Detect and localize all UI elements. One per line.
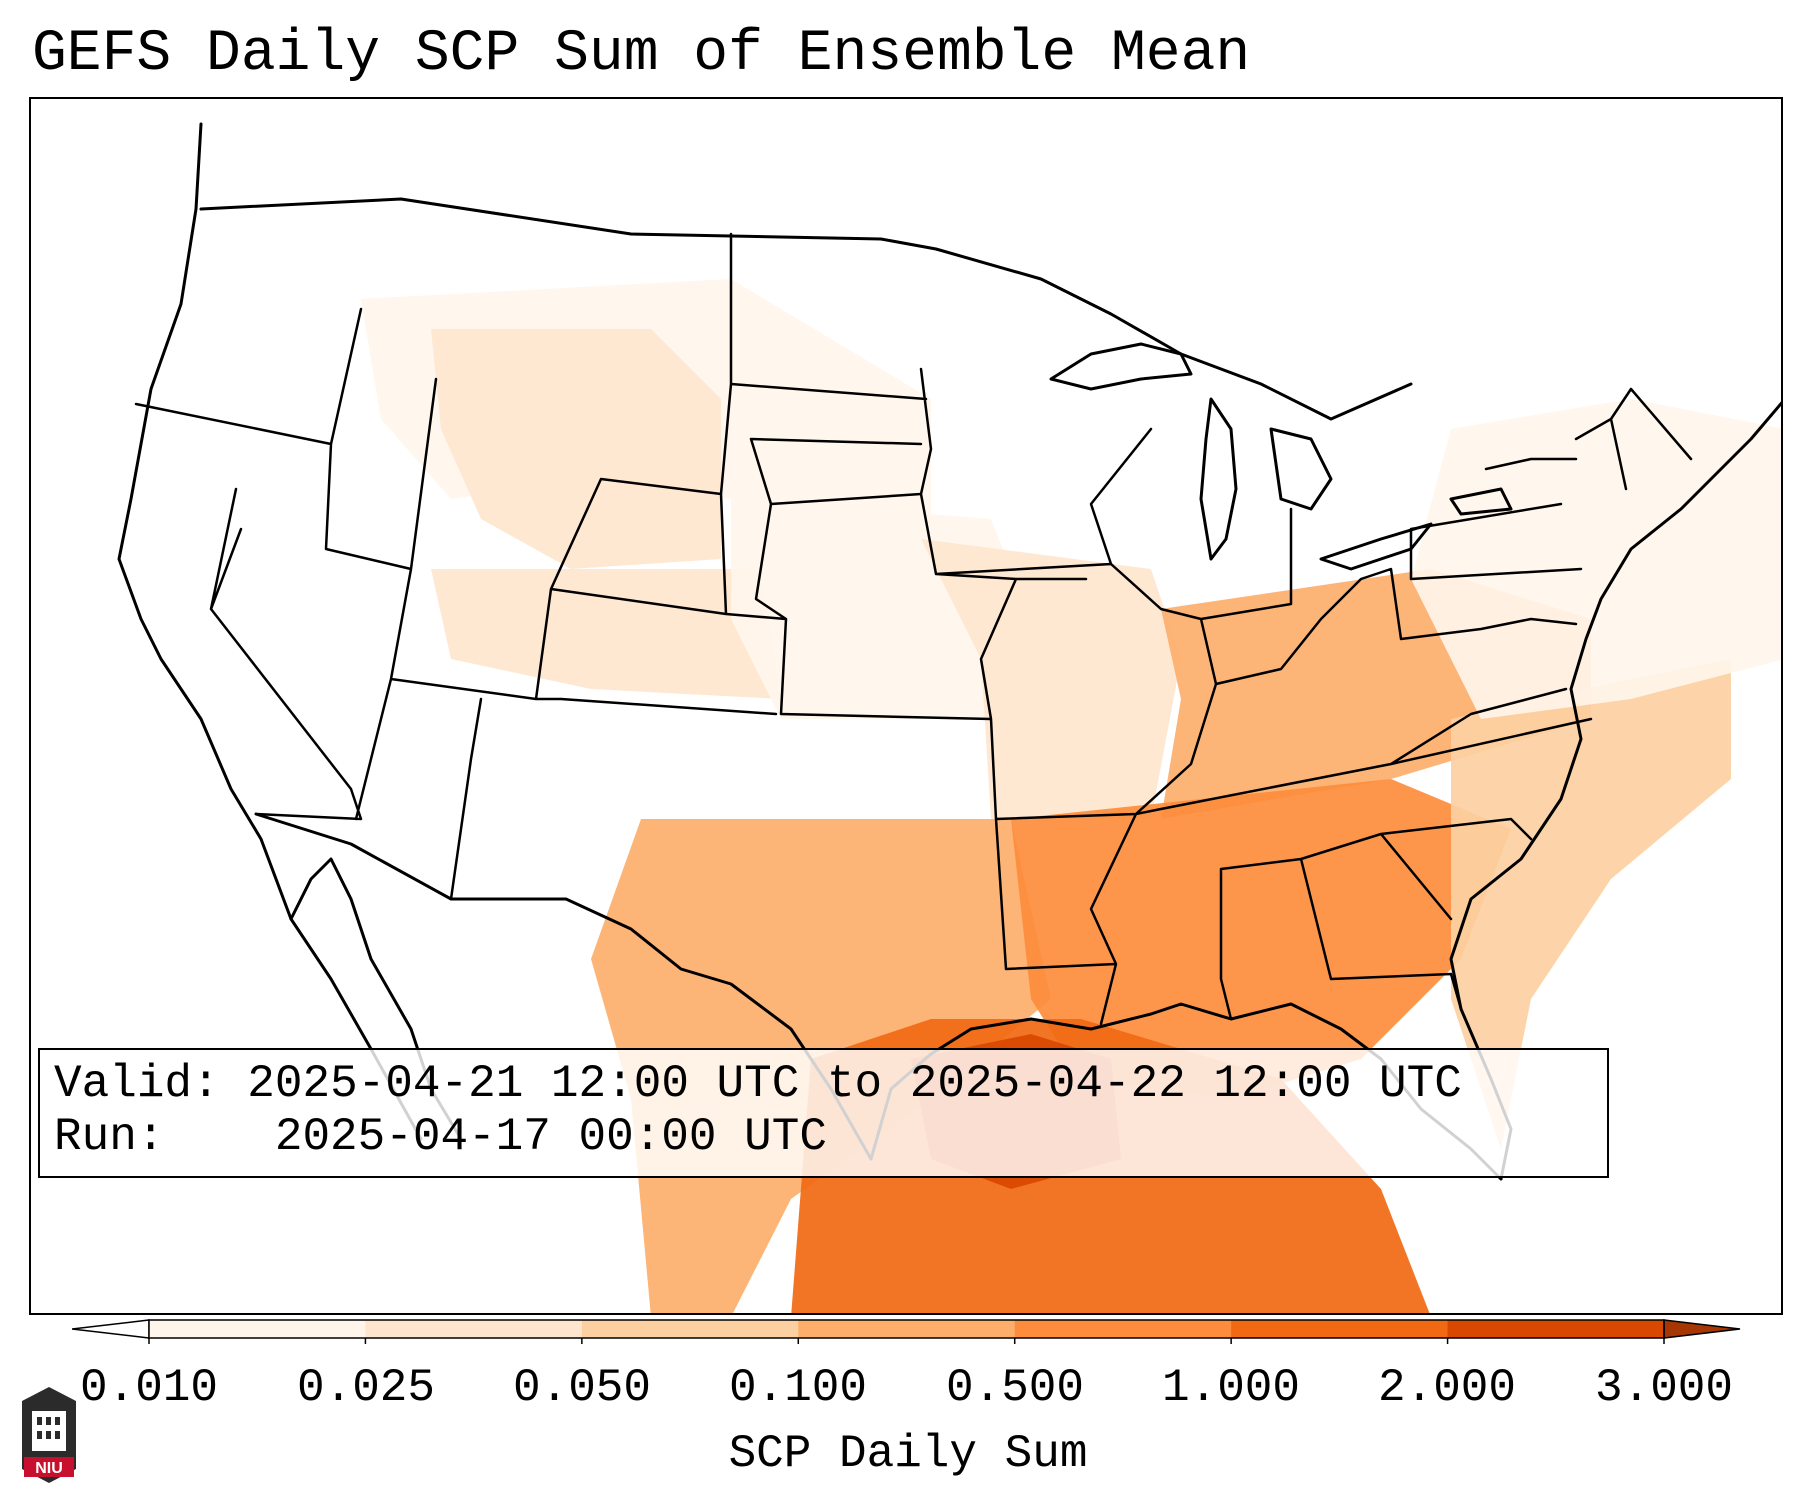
shade-colorado-utah xyxy=(431,569,781,699)
colorbar xyxy=(72,1319,1741,1344)
tick-label-6: 1.000 xyxy=(1161,1362,1301,1414)
valid-label: Valid: xyxy=(54,1058,220,1110)
tick-label-5: 0.500 xyxy=(945,1362,1085,1414)
colorbar-border xyxy=(148,1319,1665,1339)
tick-label-7: 2.000 xyxy=(1377,1362,1517,1414)
lake-michigan xyxy=(1199,397,1238,561)
run-label: Run: xyxy=(54,1111,165,1163)
validity-info-box: Valid: 2025-04-21 12:00 UTC to 2025-04-2… xyxy=(38,1048,1609,1178)
valid-time-range: 2025-04-21 12:00 UTC to 2025-04-22 12:00… xyxy=(247,1058,1462,1110)
logo-banner xyxy=(24,1457,74,1477)
state-lines xyxy=(134,232,1693,1026)
lake-superior xyxy=(1049,342,1193,391)
colorbar-segment-4 xyxy=(798,1320,1016,1338)
tick-label-1: 0.010 xyxy=(79,1362,219,1414)
atlantic-coastline xyxy=(1449,401,1781,1181)
tick-label-4: 0.100 xyxy=(728,1362,868,1414)
tick-label-8: 3.000 xyxy=(1594,1362,1734,1414)
colorbar-extend-min xyxy=(72,1319,150,1339)
shade-montana-wyoming xyxy=(431,329,721,569)
niu-logo: NIU xyxy=(22,1387,76,1483)
shade-northeast-fringe xyxy=(1411,399,1781,719)
lake-ontario xyxy=(1449,487,1513,516)
colorbar-segment-1 xyxy=(149,1320,366,1338)
colorbar-segment-7 xyxy=(1447,1320,1665,1338)
shade-mid-mississippi xyxy=(921,539,1181,819)
colorbar-segment-3 xyxy=(581,1320,799,1338)
boundary-lines xyxy=(117,122,1781,1181)
logo-text: NIU xyxy=(35,1460,63,1477)
map-title: GEFS Daily SCP Sum of Ensemble Mean xyxy=(32,22,1251,87)
lake-huron xyxy=(1269,427,1333,511)
colorbar-extend-max xyxy=(1663,1319,1741,1339)
colorbar-label: SCP Daily Sum xyxy=(728,1428,1088,1480)
colorbar-segment-6 xyxy=(1231,1320,1449,1338)
west-coastline xyxy=(117,122,423,1141)
canada-border xyxy=(199,197,1413,421)
colorbar-segment-2 xyxy=(365,1320,583,1338)
lake-erie xyxy=(1319,522,1433,571)
tick-label-3: 0.050 xyxy=(512,1362,652,1414)
colorbar-segment-5 xyxy=(1014,1320,1232,1338)
shade-atlantic-coast-band xyxy=(1451,659,1731,1149)
run-time: 2025-04-17 00:00 UTC xyxy=(274,1111,827,1163)
tick-label-2: 0.025 xyxy=(296,1362,436,1414)
